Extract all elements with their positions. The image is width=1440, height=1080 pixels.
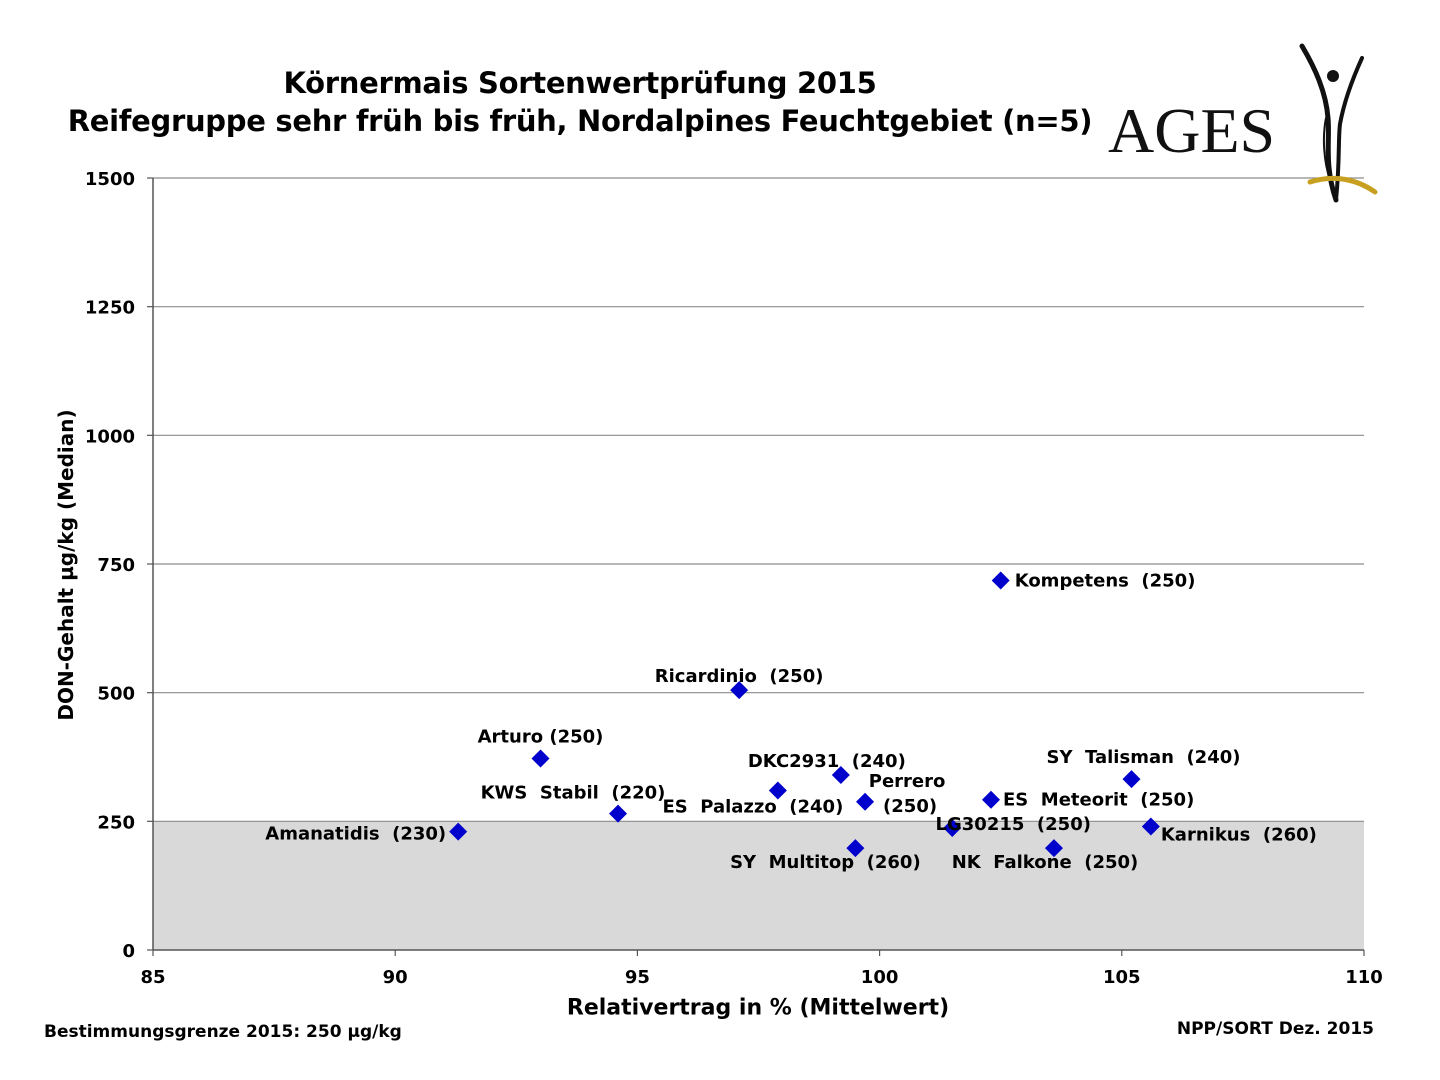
data-point	[846, 839, 865, 858]
data-label: Ricardinio (250)	[655, 666, 824, 687]
data-point	[991, 571, 1010, 590]
x-tick-label: 100	[861, 967, 899, 988]
data-point	[831, 766, 850, 785]
data-points	[449, 571, 1160, 858]
data-label: Karnikus (260)	[1161, 824, 1317, 845]
data-point	[982, 790, 1001, 809]
x-tick-labels: 85 90 95 100 105 110	[140, 967, 1382, 988]
ages-logo: AGES	[1108, 43, 1378, 203]
data-point	[1044, 839, 1063, 858]
data-label: Kompetens (250)	[1015, 570, 1196, 591]
y-tick-label: 250	[97, 812, 135, 833]
data-point	[943, 819, 962, 838]
data-label: ES Meteorit (250)	[1003, 790, 1194, 811]
data-point	[856, 792, 875, 811]
gridlines	[147, 177, 1364, 951]
chart-title: Körnermais Sortenwertprüfung 2015	[283, 66, 877, 100]
footer-note-right: NPP/SORT Dez. 2015	[1176, 1019, 1374, 1039]
ages-logo-text: AGES	[1108, 95, 1275, 166]
y-tick-label: 0	[122, 941, 135, 962]
data-label: (250)	[883, 796, 937, 817]
chart-subtitle: Reifegruppe sehr früh bis früh, Nordalpi…	[67, 104, 1093, 138]
footer-note-left: Bestimmungsgrenze 2015: 250 µg/kg	[44, 1022, 402, 1042]
y-tick-label: 1250	[85, 298, 135, 319]
data-label: Arturo (250)	[478, 727, 604, 748]
gold-swoosh	[1307, 175, 1378, 195]
data-label: DKC2931 (240)	[748, 751, 906, 772]
data-label: Amanatidis (230)	[265, 824, 446, 845]
data-label: Perrero	[869, 771, 946, 792]
data-point	[449, 822, 468, 841]
data-label: SY Talisman (240)	[1047, 747, 1241, 768]
y-tick-label: 500	[97, 684, 135, 705]
axes	[152, 178, 1365, 956]
x-tick-label: 90	[383, 967, 408, 988]
data-label: SY Multitop (260)	[730, 852, 921, 873]
data-label: ES Palazzo (240)	[662, 796, 843, 817]
data-point	[609, 804, 628, 823]
y-tick-labels: 0 250 500 750 1000 1250 1500	[85, 169, 135, 962]
data-label: KWS Stabil (220)	[481, 783, 666, 804]
data-label: NK Falkone (250)	[952, 852, 1139, 873]
x-axis-label: Relativertrag in % (Mittelwert)	[566, 995, 950, 1021]
data-point	[730, 681, 749, 700]
x-tick-label: 85	[140, 967, 165, 988]
y-axis-label: DON-Gehalt µg/kg (Median)	[54, 409, 78, 721]
data-point	[1141, 817, 1160, 836]
y-tick-label: 750	[97, 555, 135, 576]
data-label: LG30215 (250)	[936, 814, 1091, 835]
x-tick-label: 110	[1345, 967, 1383, 988]
data-point	[1122, 770, 1141, 789]
y-tick-label: 1500	[85, 169, 135, 190]
figure-icon	[1299, 43, 1364, 203]
x-tick-label: 105	[1103, 967, 1141, 988]
x-tick-label: 95	[625, 967, 650, 988]
data-point	[768, 781, 787, 800]
detection-limit-band	[153, 821, 1364, 950]
point-labels: Amanatidis (230) Arturo (250) KWS Stabil (…	[265, 570, 1317, 873]
data-point	[531, 749, 550, 768]
y-tick-label: 1000	[85, 426, 135, 447]
shaded-band	[153, 821, 1364, 950]
